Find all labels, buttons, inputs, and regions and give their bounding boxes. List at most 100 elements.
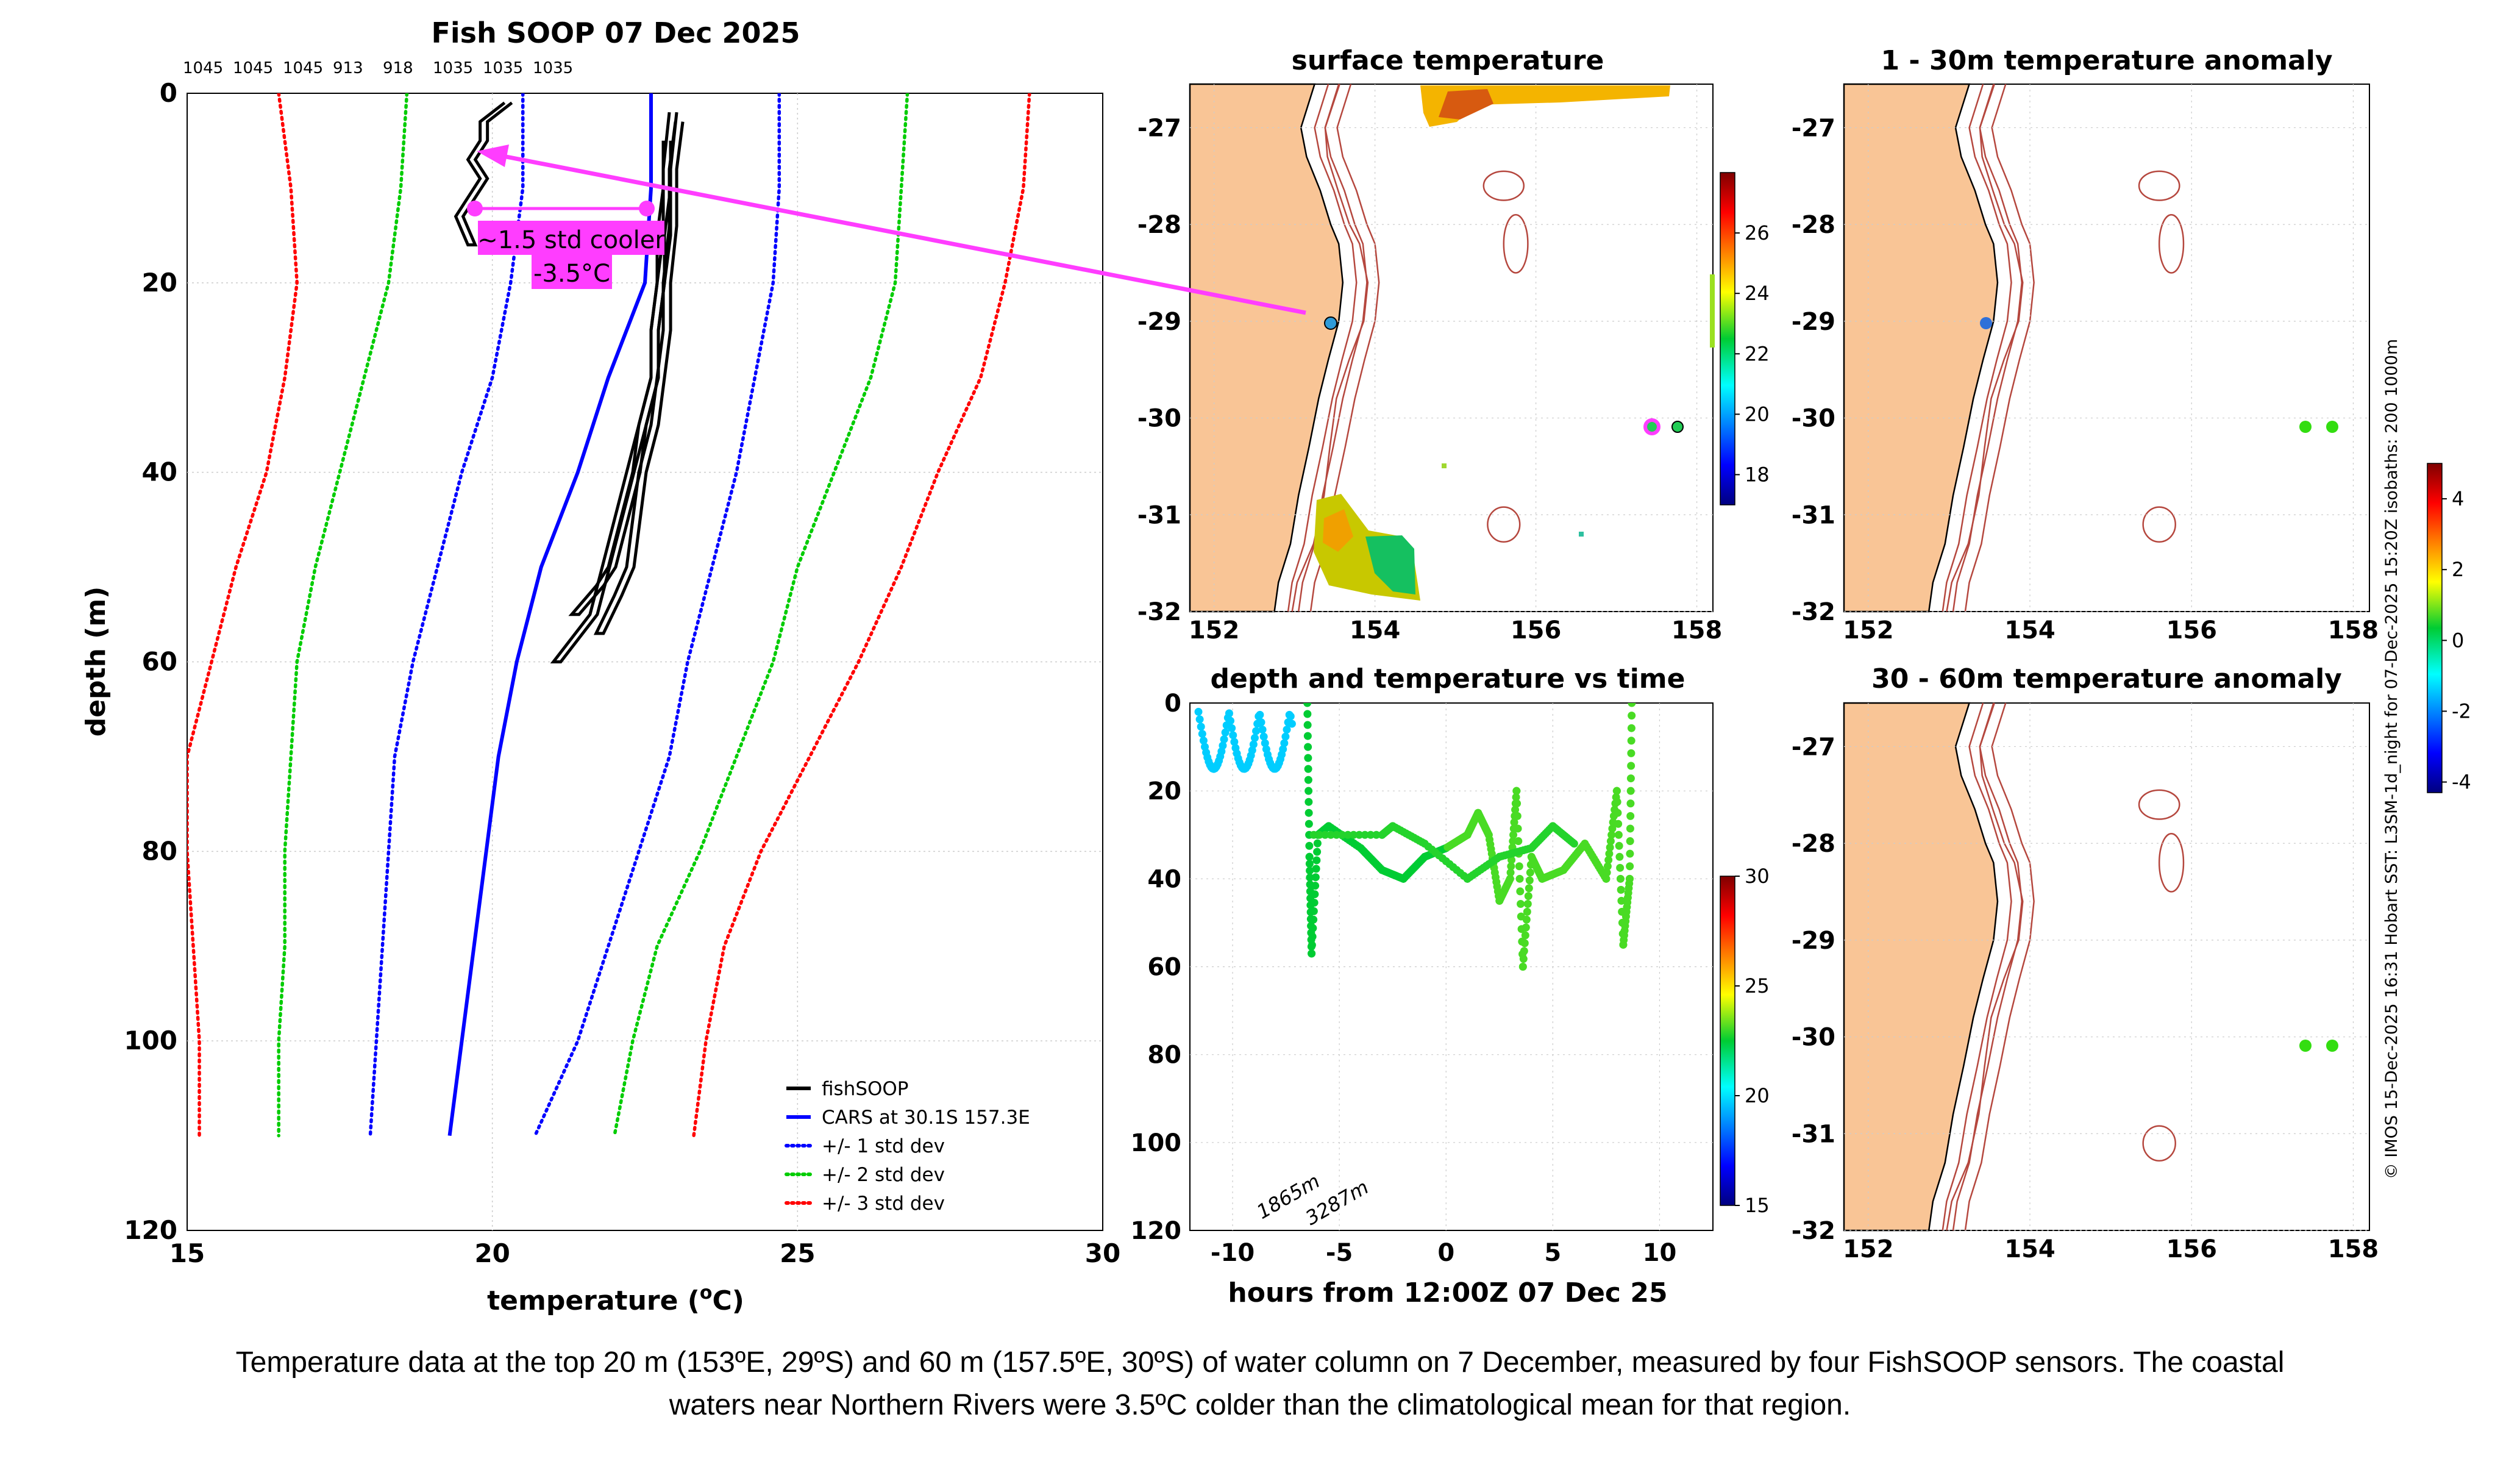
time-data-point: [1313, 848, 1322, 856]
time-data-point: [1514, 837, 1523, 846]
time-data-point: [1526, 868, 1534, 877]
time-data-point: [1311, 890, 1319, 899]
highlight-arrow-head: [477, 145, 509, 167]
time-data-point: [1361, 830, 1369, 839]
time-xtick-label: 5: [1544, 1239, 1561, 1267]
map-lon-label: 158: [2328, 1235, 2379, 1263]
time-data-point: [1612, 787, 1621, 795]
time-data-point: [1509, 837, 1517, 846]
top-label: 1045: [283, 59, 323, 77]
time-data-point: [1310, 898, 1319, 907]
figure-canvas: Fish SOOP 07 Dec 2025 1045 1045 1045 913 918…: [80, 16, 2471, 1316]
time-ytick-label: 0: [1164, 690, 1181, 718]
profile-xtick-label: 30: [1085, 1238, 1120, 1268]
time-chart-title: depth and temperature vs time: [1210, 663, 1685, 694]
time-ytick-label: 60: [1147, 954, 1181, 982]
time-data-point: [1515, 862, 1523, 871]
sst-patches: [1314, 85, 1715, 601]
map-lat-label: -30: [1792, 405, 1835, 433]
time-ytick-label: 100: [1131, 1129, 1182, 1157]
time-data-point: [1517, 900, 1525, 908]
land-mass: [1843, 83, 1999, 613]
anomaly-30-60m-map: 30 - 60m temperature anomaly 152 154 156 15…: [1792, 663, 2379, 1263]
colorbar-tick-label: -4: [2452, 771, 2471, 794]
time-data-point: [1248, 746, 1256, 755]
colorbar-tick-label: 4: [2452, 487, 2464, 510]
map-lon-label: 156: [2166, 1235, 2217, 1263]
top-label: 918: [383, 59, 413, 77]
xlabel-main: temperature (: [487, 1285, 700, 1316]
profile-xtick-label: 15: [169, 1238, 205, 1268]
map-lat-label: -32: [1137, 598, 1181, 626]
time-data-point: [1626, 812, 1635, 820]
time-data-point: [1614, 819, 1623, 828]
profile-title: Fish SOOP 07 Dec 2025: [431, 16, 800, 49]
time-data-point: [1355, 830, 1364, 839]
time-data-point: [1614, 830, 1623, 839]
time-data-point: [1309, 924, 1317, 932]
anomaly-1-30-marker-29s: [1980, 317, 1992, 329]
station-marker-30s-highlight: [1643, 418, 1660, 435]
time-data-point: [1626, 824, 1634, 833]
time-data-point: [1606, 837, 1615, 846]
time-data-point: [1509, 830, 1518, 839]
time-data-point: [1321, 830, 1329, 839]
map-lon-label: 152: [1189, 616, 1240, 644]
station-marker-30s: [1671, 421, 1684, 433]
profile-xlabel: temperature (oC): [487, 1282, 744, 1316]
highlight-arrow: [477, 145, 1306, 315]
map-lat-label: -28: [1792, 211, 1835, 239]
time-data-point: [1614, 808, 1622, 817]
time-data-point: [1519, 955, 1528, 963]
surface-map-title: surface temperature: [1292, 45, 1604, 76]
time-data-point: [1308, 949, 1316, 958]
time-data-point: [1626, 774, 1635, 783]
map-lon-label: 152: [1843, 616, 1894, 644]
time-data-point: [1312, 856, 1321, 865]
profile-xtick-label: 25: [780, 1238, 815, 1268]
time-chart-frame: [1189, 702, 1714, 1231]
legend-label: fishSOOP: [822, 1078, 909, 1100]
series--2-std-dev: [613, 93, 909, 1138]
time-data-point: [1615, 841, 1623, 850]
cooler-annotation: ~1.5 std cooler -3.5°C: [467, 201, 665, 289]
time-data-point: [1280, 739, 1289, 748]
time-data-point: [1259, 732, 1268, 741]
map-lon-label: 156: [1511, 616, 1562, 644]
time-data-point: [1308, 941, 1316, 949]
time-data-point: [1225, 709, 1233, 718]
series--1-std-dev: [533, 93, 781, 1138]
time-ytick-label: 20: [1147, 777, 1181, 805]
time-data-point: [1309, 830, 1318, 839]
anomaly-30-60-marker-30s-b: [2326, 1040, 2338, 1052]
series--1-std-dev: [368, 93, 525, 1138]
colorbar-tick-label: 20: [1745, 1084, 1770, 1107]
time-data-point: [1626, 799, 1635, 808]
time-data-point: [1283, 726, 1291, 734]
time-data-point: [1198, 730, 1206, 738]
time-data-point: [1627, 737, 1636, 745]
time-data-point: [1367, 830, 1375, 839]
map-lon-label: 158: [2328, 616, 2379, 644]
colorbar-tick-label: 25: [1745, 974, 1770, 998]
time-data-point: [1615, 852, 1624, 861]
time-data-point: [1304, 776, 1312, 784]
map-lon-label: 158: [1671, 616, 1723, 644]
colorbar-tick-label: 18: [1745, 463, 1770, 486]
map-lat-label: -29: [1792, 308, 1835, 336]
time-data-point: [1522, 923, 1530, 932]
time-xtick-label: -5: [1326, 1239, 1353, 1267]
time-data-point: [1195, 715, 1204, 724]
sst-dot-2: [1579, 532, 1584, 537]
profile-ytick-label: 80: [142, 836, 177, 866]
colorbar-tick-label: 24: [1745, 282, 1770, 305]
time-data-point: [1304, 787, 1313, 795]
top-label: 1045: [233, 59, 273, 77]
time-data-point: [1332, 830, 1340, 839]
time-data-point: [1286, 712, 1295, 721]
annotation-box-2: [532, 255, 612, 289]
time-data-point: [1513, 812, 1522, 820]
time-data-point: [1220, 735, 1228, 743]
series--3-std-dev: [187, 93, 299, 1138]
